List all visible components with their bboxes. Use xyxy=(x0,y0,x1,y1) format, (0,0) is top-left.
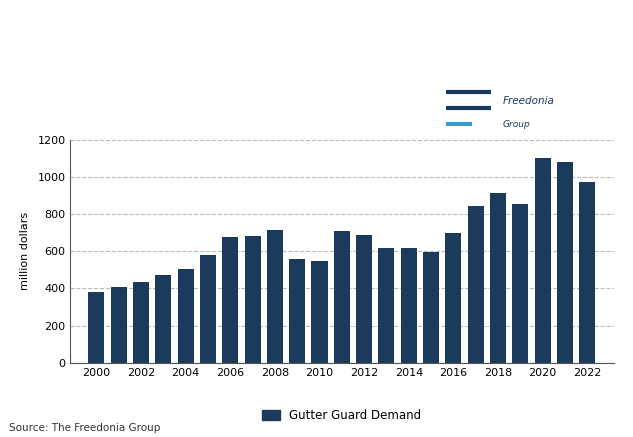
Bar xyxy=(133,282,149,363)
Bar xyxy=(579,182,595,363)
Bar xyxy=(155,275,172,363)
Bar xyxy=(446,232,461,363)
Bar xyxy=(468,206,484,363)
Text: Source: The Freedonia Group: Source: The Freedonia Group xyxy=(9,423,161,433)
Text: Freedonia: Freedonia xyxy=(503,96,555,106)
Y-axis label: million dollars: million dollars xyxy=(20,212,30,290)
Bar xyxy=(200,255,216,363)
Bar xyxy=(89,292,104,363)
Bar xyxy=(289,259,305,363)
Bar xyxy=(267,230,283,363)
Bar xyxy=(535,158,551,363)
Bar xyxy=(222,237,238,363)
Bar xyxy=(111,287,127,363)
Bar xyxy=(557,162,573,363)
Text: Figure 3-1.
Gutter Guard Demand,
2000 – 2022
(million dollars): Figure 3-1. Gutter Guard Demand, 2000 – … xyxy=(9,6,160,73)
Bar xyxy=(356,235,372,363)
Legend: Gutter Guard Demand: Gutter Guard Demand xyxy=(262,409,422,422)
Bar xyxy=(512,204,529,363)
Bar xyxy=(490,193,506,363)
Bar xyxy=(178,269,194,363)
Bar xyxy=(311,261,327,363)
Bar xyxy=(244,236,261,363)
Text: Group: Group xyxy=(503,120,530,129)
Bar xyxy=(401,249,417,363)
Bar xyxy=(423,252,439,363)
Bar xyxy=(379,249,394,363)
Bar xyxy=(334,231,350,363)
